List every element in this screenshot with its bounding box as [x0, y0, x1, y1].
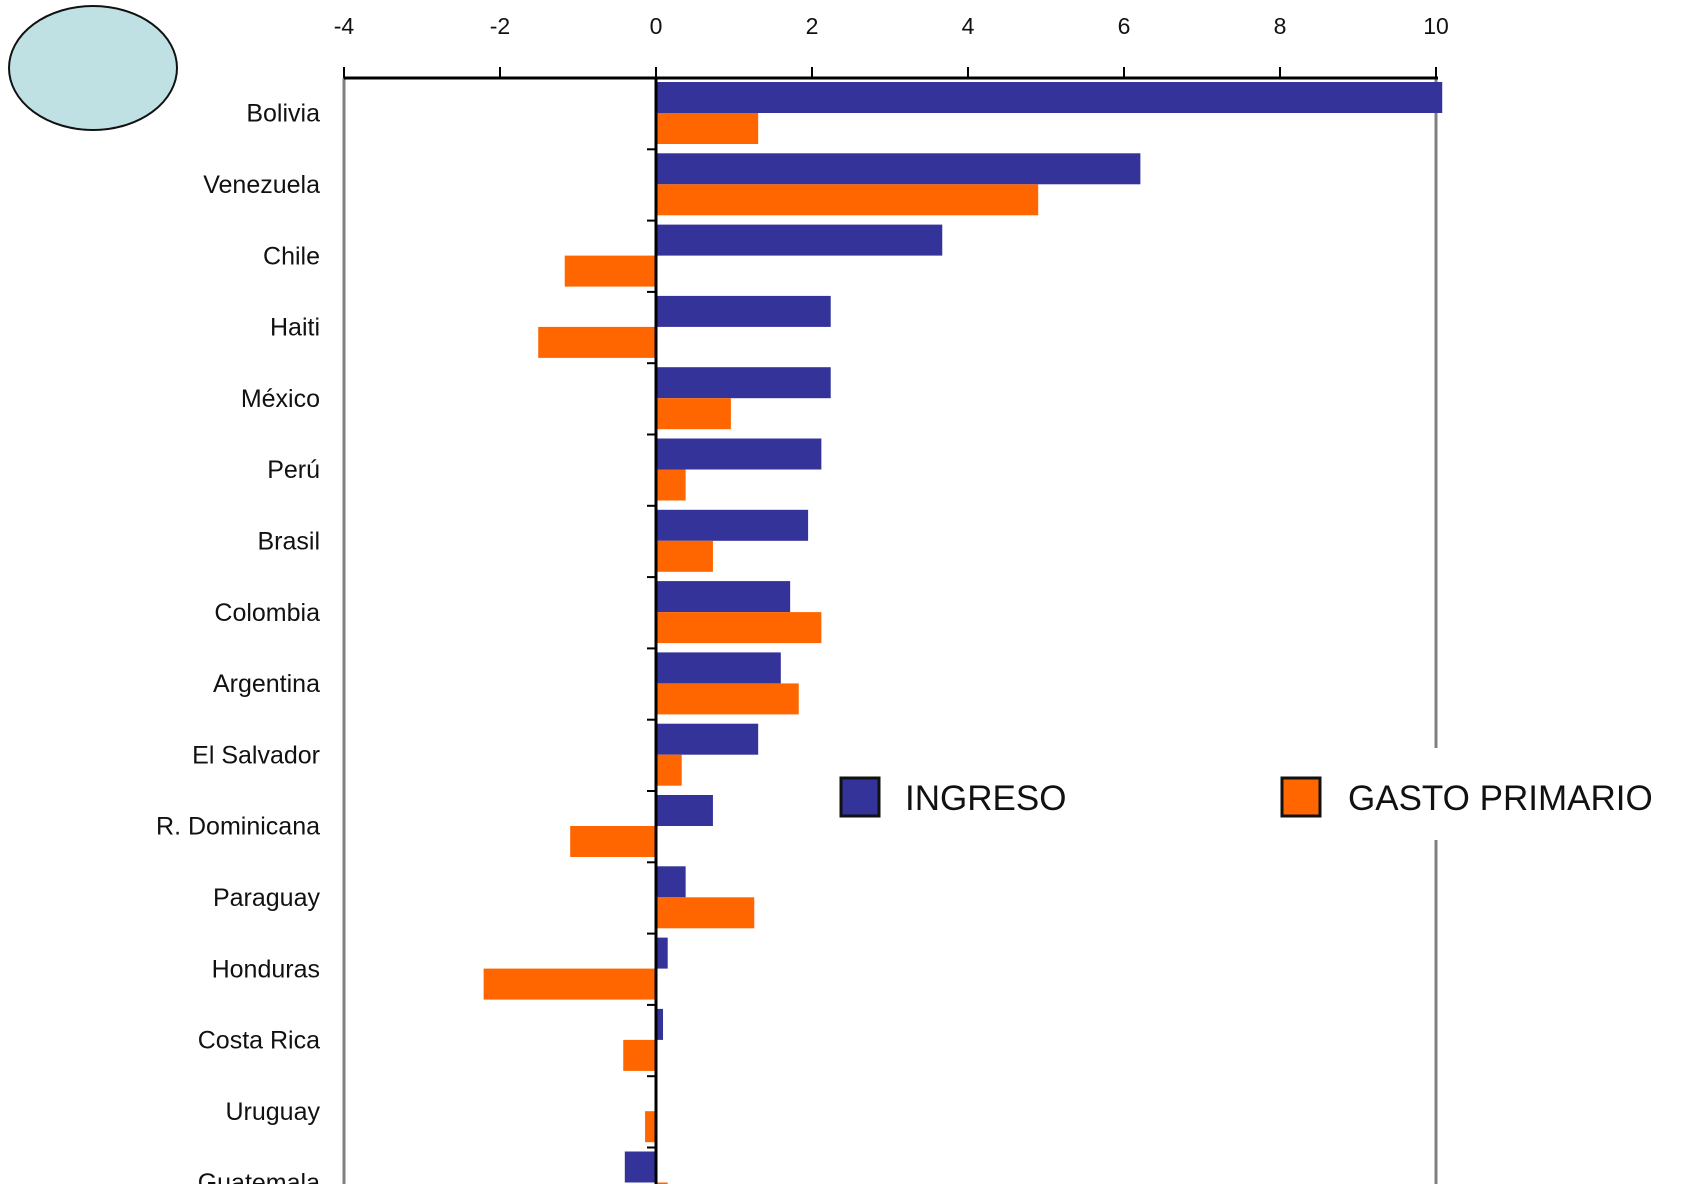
category-label: Bolivia	[246, 100, 320, 128]
category-label: Costa Rica	[198, 1027, 320, 1055]
label-layer: -4 -2 0 2 4 6 8 10 Bolivia Venezuela Chile Haiti Méx…	[156, 13, 1449, 1184]
category-label: Paraguay	[213, 884, 321, 912]
bar-ingreso-el-salvador	[656, 723, 759, 755]
bar-layer	[483, 82, 1443, 1184]
category-label: Colombia	[214, 599, 320, 627]
x-tick-label: 2	[806, 13, 819, 39]
category-label: Perú	[267, 456, 320, 484]
bar-ingreso-haiti	[656, 295, 831, 327]
x-tick-label: 6	[1118, 13, 1131, 39]
bar-gasto-per-	[656, 469, 686, 501]
bar-gasto-paraguay	[656, 897, 755, 929]
x-tick-label: 10	[1423, 13, 1449, 39]
bar-ingreso-bolivia	[656, 82, 1443, 113]
category-label: El Salvador	[192, 741, 320, 769]
bar-gasto-bolivia	[656, 113, 759, 144]
decorative-ellipse	[8, 5, 178, 131]
bar-gasto-honduras	[483, 968, 656, 1000]
legend-item-gasto-primario-label: GASTO PRIMARIO	[1348, 779, 1653, 818]
bar-gasto-uruguay	[645, 1111, 656, 1143]
legend-background	[826, 748, 1691, 840]
category-label: R. Dominicana	[156, 813, 320, 841]
bar-ingreso-argentina	[656, 652, 781, 684]
x-tick-label: -2	[490, 13, 510, 39]
legend-item-ingreso-swatch	[839, 776, 881, 818]
grid-layer	[342, 78, 1438, 1184]
category-label: Honduras	[212, 955, 320, 983]
axis-layer	[343, 67, 1438, 1184]
legend: INGRESO GASTO PRIMARIO	[826, 748, 1691, 840]
category-label: Brasil	[257, 527, 320, 555]
x-tick-label: 8	[1274, 13, 1287, 39]
bar-gasto-el-salvador	[656, 754, 682, 786]
bar-ingreso-costa-rica	[656, 1008, 664, 1040]
bar-ingreso-colombia	[656, 581, 791, 613]
bar-ingreso-venezuela	[656, 153, 1141, 185]
bar-ingreso-honduras	[656, 937, 668, 969]
category-label: Guatemala	[198, 1169, 320, 1184]
category-label: Haiti	[270, 314, 320, 342]
bar-gasto-colombia	[656, 612, 822, 644]
bar-gasto-costa-rica	[623, 1039, 656, 1071]
x-tick-label: 4	[962, 13, 975, 39]
bar-gasto-r-dominicana	[570, 826, 656, 857]
bar-ingreso-per-	[656, 438, 822, 470]
bar-ingreso-guatemala	[624, 1151, 656, 1183]
category-label: Venezuela	[203, 171, 320, 199]
bar-ingreso-m-xico	[656, 367, 831, 399]
bar-ingreso-paraguay	[656, 866, 686, 898]
category-label: Chile	[263, 242, 320, 270]
bar-gasto-chile	[564, 255, 656, 287]
bar-gasto-brasil	[656, 540, 713, 572]
bar-ingreso-brasil	[656, 509, 809, 541]
category-label: México	[241, 385, 320, 413]
bar-gasto-argentina	[656, 683, 799, 715]
bar-gasto-haiti	[538, 326, 656, 358]
bar-ingreso-chile	[656, 224, 943, 256]
x-tick-label: -4	[334, 13, 355, 39]
legend-item-gasto-primario-swatch	[1280, 776, 1322, 818]
bar-ingreso-r-dominicana	[656, 795, 713, 826]
category-label: Uruguay	[226, 1098, 321, 1126]
category-label: Argentina	[213, 670, 320, 698]
x-tick-label: 0	[650, 13, 663, 39]
bar-gasto-guatemala	[656, 1182, 668, 1184]
bar-gasto-m-xico	[656, 398, 731, 430]
bar-gasto-venezuela	[656, 184, 1039, 216]
legend-item-ingreso-label: INGRESO	[905, 779, 1066, 818]
